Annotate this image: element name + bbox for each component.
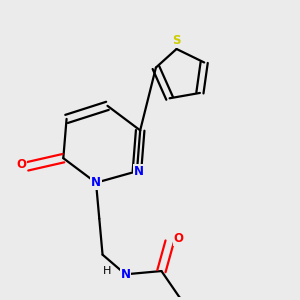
Text: N: N (134, 165, 143, 178)
Text: S: S (172, 34, 181, 47)
Text: O: O (16, 158, 26, 171)
Text: N: N (91, 176, 101, 189)
Text: N: N (121, 268, 130, 281)
Text: O: O (174, 232, 184, 245)
Text: H: H (103, 266, 112, 276)
